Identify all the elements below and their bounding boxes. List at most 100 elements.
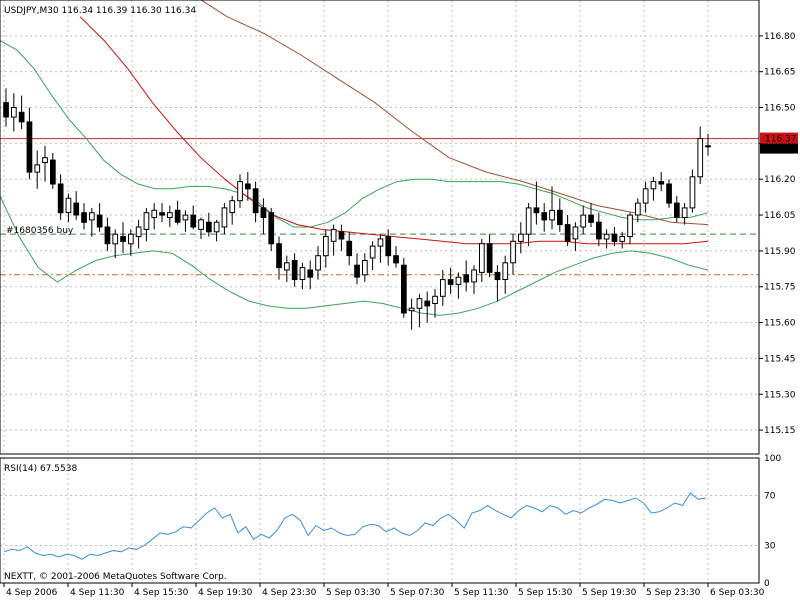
candle-bear xyxy=(533,207,540,214)
price-tick-label: 116.20 xyxy=(764,175,796,185)
candle-bear xyxy=(611,233,618,242)
candle-bear xyxy=(252,188,259,214)
candle-bull xyxy=(455,276,462,285)
candle-bull xyxy=(34,164,41,173)
candle-bull xyxy=(198,219,204,230)
time-tick-label: 5 Sep 07:30 xyxy=(390,588,445,598)
candle-bear xyxy=(666,183,672,204)
time-tick-label: 5 Sep 19:30 xyxy=(582,588,637,598)
candle-bull xyxy=(229,200,236,214)
time-tick-label: 5 Sep 15:30 xyxy=(518,588,573,598)
candle-bull xyxy=(603,233,610,240)
candle-bull xyxy=(112,233,119,245)
bid-price-tag-label: 116.37 xyxy=(765,135,797,145)
rsi-tick-label: 0 xyxy=(764,579,770,589)
candle-bear xyxy=(658,181,665,185)
candle-bull xyxy=(151,209,158,219)
candle-bear xyxy=(557,209,563,226)
indicator-lines xyxy=(0,0,709,316)
candle-bull xyxy=(128,233,134,245)
candle-bear xyxy=(159,212,165,216)
candle-bull xyxy=(627,214,633,238)
time-tick-label: 5 Sep 03:30 xyxy=(326,588,381,598)
candle-bear xyxy=(291,260,298,281)
rsi-panel xyxy=(3,492,707,560)
candle-bull xyxy=(642,188,649,204)
price-tick-label: 116.80 xyxy=(764,32,796,42)
last-price-tag xyxy=(760,143,798,154)
candle-bull xyxy=(362,260,368,276)
candle-bear xyxy=(541,212,548,221)
candle-bull xyxy=(440,279,446,297)
candle-bear xyxy=(260,207,267,218)
candle-bull xyxy=(143,212,150,230)
candle-bear xyxy=(120,236,126,242)
candle-bull xyxy=(525,207,532,235)
candle-bull xyxy=(689,176,696,209)
candle-bull xyxy=(619,236,626,242)
candle-bull xyxy=(580,214,587,228)
order-label: #1680356 buy xyxy=(6,226,74,236)
time-tick-label: 5 Sep 11:30 xyxy=(454,588,509,598)
candle-bull xyxy=(213,221,220,233)
candle-bear xyxy=(307,269,314,278)
candle-bear xyxy=(596,221,602,240)
candle-bear xyxy=(50,159,56,185)
candle-bear xyxy=(338,231,345,240)
price-tick-label: 116.05 xyxy=(764,211,796,221)
last-price-tag-label: 116.34 xyxy=(765,145,797,155)
candles[interactable] xyxy=(3,88,711,330)
candle-bull xyxy=(330,228,337,242)
price-tick-label: 115.60 xyxy=(764,319,796,329)
candle-bear xyxy=(486,243,493,273)
time-tick-label: 4 Sep 2006 xyxy=(6,588,58,598)
candle-bear xyxy=(564,224,571,242)
candle-bear xyxy=(424,300,431,307)
candle-bull xyxy=(479,243,485,273)
rsi-tick-label: 100 xyxy=(764,454,781,464)
rsi-tick-label: 30 xyxy=(764,542,776,552)
candle-bear xyxy=(57,183,64,214)
time-tick-label: 6 Sep 03:30 xyxy=(710,588,765,598)
candle-bear xyxy=(354,264,360,278)
candle-bear xyxy=(81,212,87,223)
price-tick-label: 115.30 xyxy=(764,390,796,400)
candle-bear xyxy=(276,243,282,269)
candle-bear xyxy=(73,202,80,216)
price-tick-label: 115.90 xyxy=(764,247,796,257)
candle-bull xyxy=(323,236,329,257)
candle-bear xyxy=(3,102,9,118)
candle-bull xyxy=(432,295,438,304)
candle-bull xyxy=(408,307,415,312)
rsi-label: RSI(14) 67.5538 xyxy=(4,464,77,474)
candle-bull xyxy=(502,262,509,280)
candle-bear xyxy=(447,279,454,285)
bid-price-tag xyxy=(760,132,798,144)
candle-bull xyxy=(549,209,555,221)
time-tick-label: 4 Sep 11:30 xyxy=(70,588,125,598)
candle-bull xyxy=(635,202,641,216)
candle-bear xyxy=(385,236,392,257)
candle-bear xyxy=(463,274,470,283)
time-tick-label: 5 Sep 23:30 xyxy=(646,588,701,598)
time-tick-label: 4 Sep 15:30 xyxy=(134,588,189,598)
price-tick-label: 115.75 xyxy=(764,283,796,293)
candle-bull xyxy=(182,214,189,221)
candle-bull xyxy=(237,181,243,202)
candle-bull xyxy=(416,298,423,309)
candle-bear xyxy=(588,214,594,223)
rsi-line xyxy=(3,492,707,560)
candle-bear xyxy=(245,183,251,190)
candle-bull xyxy=(572,226,579,240)
candle-bear xyxy=(393,255,399,264)
price-tick-label: 116.50 xyxy=(764,104,796,114)
candle-bull xyxy=(299,267,306,281)
price-tick-label: 116.65 xyxy=(764,68,796,78)
candle-bull xyxy=(518,233,524,242)
candle-bull xyxy=(510,240,516,264)
price-tick-label: 115.45 xyxy=(764,354,796,364)
axis-labels: 116.80116.65116.50116.35116.20116.05115.… xyxy=(3,32,798,598)
